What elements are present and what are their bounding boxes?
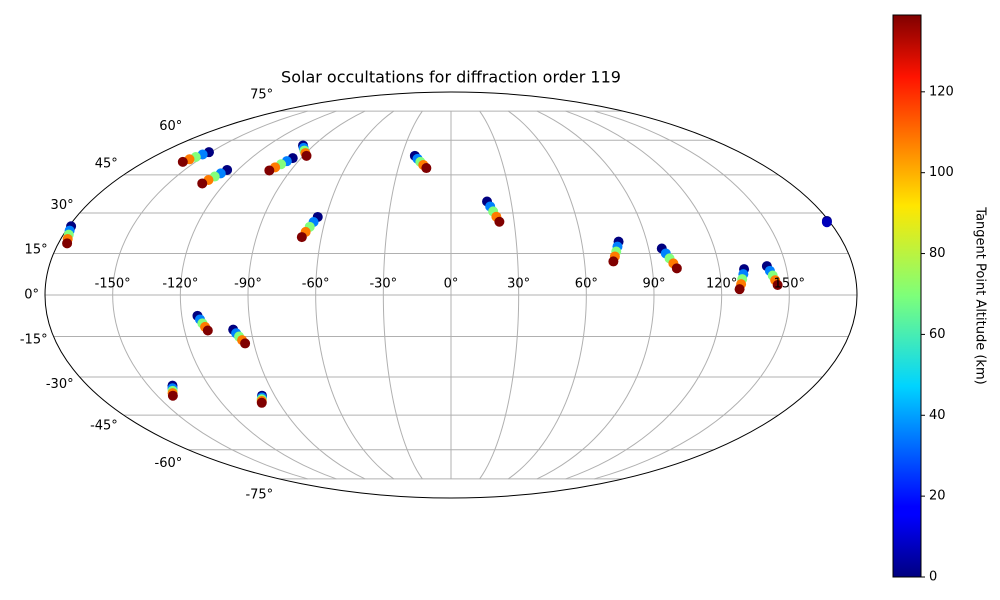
y-tick-label: 30° — [51, 198, 74, 213]
occultation-point — [734, 284, 745, 295]
grid-line — [479, 110, 520, 480]
grid-line — [507, 110, 587, 480]
y-tick-label: 0° — [24, 288, 39, 303]
occultation-point — [62, 238, 73, 249]
x-tick-label: 120° — [706, 277, 737, 292]
occultation-point — [167, 390, 178, 401]
colorbar-tick-label: 120 — [929, 84, 954, 99]
occultation-point — [202, 325, 213, 336]
grid-line — [179, 110, 337, 480]
grid-line — [315, 110, 395, 480]
occultation-point — [197, 178, 208, 189]
colorbar — [892, 14, 922, 578]
grid-line — [112, 110, 308, 480]
occultation-point — [256, 397, 267, 408]
y-tick-label: 75° — [250, 87, 273, 102]
y-tick-label: -30° — [46, 377, 74, 392]
occultation-point — [608, 256, 619, 267]
graticule — [45, 110, 857, 480]
x-tick-label: 60° — [575, 277, 598, 292]
x-tick-label: -60° — [302, 277, 330, 292]
x-tick-label: -30° — [369, 277, 397, 292]
map-frame — [44, 91, 858, 499]
colorbar-tick-label: 100 — [929, 165, 954, 180]
colorbar-tick-label: 60 — [929, 327, 946, 342]
occultation-point — [821, 217, 832, 228]
y-tick-label: -60° — [155, 456, 183, 471]
grid-line — [594, 110, 790, 480]
y-tick-label: -45° — [90, 418, 118, 433]
x-tick-label: 0° — [444, 277, 459, 292]
occultation-point — [301, 150, 312, 161]
grid-line — [247, 110, 366, 480]
occultation-point — [421, 163, 432, 174]
occultation-point — [772, 279, 783, 290]
x-tick-label: -150° — [95, 277, 131, 292]
grid-line — [536, 110, 655, 480]
occultation-point — [296, 232, 307, 243]
grid-line — [565, 110, 723, 480]
occultation-point — [494, 216, 505, 227]
colorbar-label: Tangent Point Altitude (km) — [973, 206, 988, 384]
occultation-point — [264, 165, 275, 176]
y-tick-label: 15° — [25, 242, 48, 257]
colorbar-tick-label: 0 — [929, 570, 937, 585]
tracks — [62, 140, 832, 408]
occultation-point — [240, 338, 251, 349]
y-tick-label: 45° — [95, 157, 118, 172]
x-tick-label: 30° — [507, 277, 530, 292]
occultation-point — [671, 263, 682, 274]
colorbar-tick-label: 20 — [929, 489, 946, 504]
x-tick-label: -90° — [234, 277, 262, 292]
x-tick-label: 90° — [642, 277, 665, 292]
y-tick-label: -15° — [20, 333, 48, 348]
y-tick-label: -75° — [245, 488, 273, 503]
x-tick-label: 150° — [774, 277, 805, 292]
colorbar-tick-label: 80 — [929, 246, 946, 261]
occultation-point — [177, 156, 188, 167]
colorbar-tick-label: 40 — [929, 408, 946, 423]
y-tick-label: 60° — [159, 119, 182, 134]
x-tick-label: -120° — [162, 277, 198, 292]
chart-title: Solar occultations for diffraction order… — [281, 68, 621, 87]
grid-line — [382, 110, 423, 480]
